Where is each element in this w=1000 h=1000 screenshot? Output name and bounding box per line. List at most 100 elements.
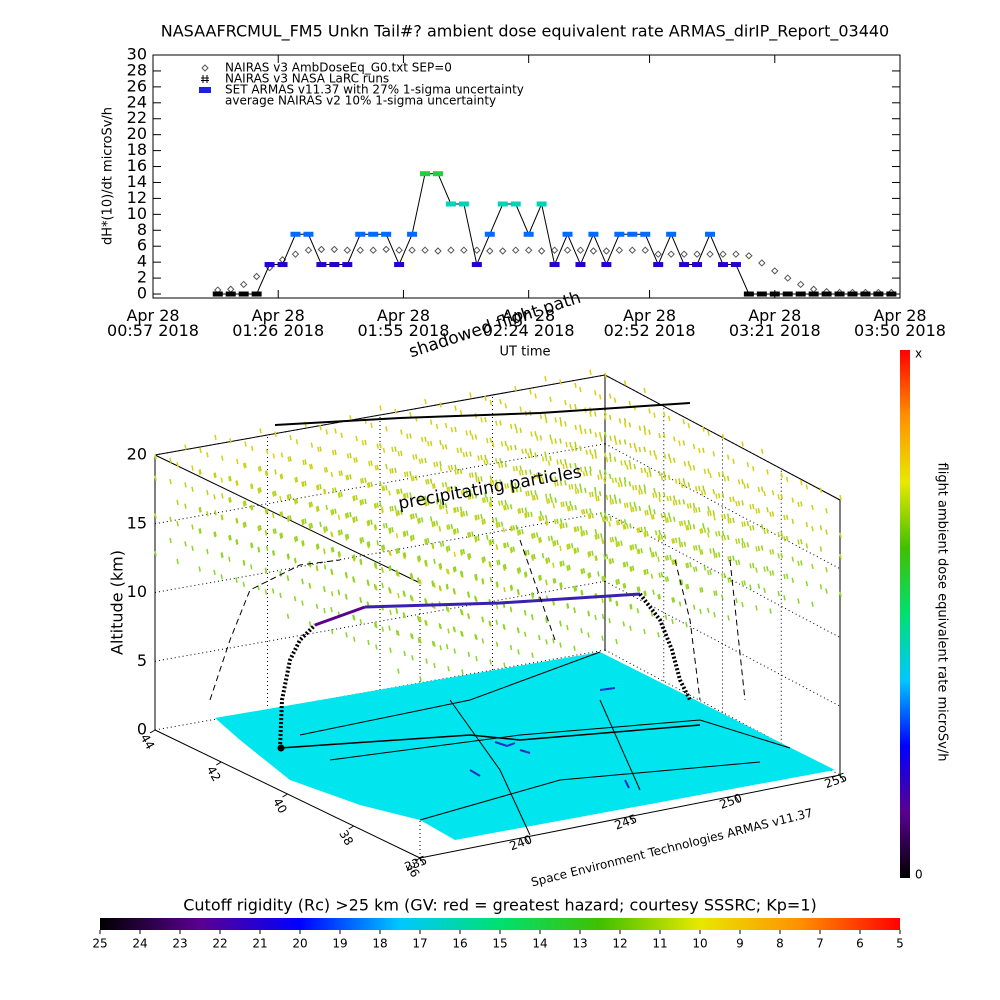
particle xyxy=(709,472,712,479)
particle xyxy=(366,579,370,585)
particle xyxy=(559,620,562,626)
particle xyxy=(271,512,275,519)
particle xyxy=(337,530,341,536)
particle xyxy=(213,473,216,479)
particle xyxy=(692,524,696,530)
particle xyxy=(515,524,518,531)
legend-symbol xyxy=(199,87,211,93)
particle xyxy=(376,464,379,471)
particle xyxy=(568,564,571,571)
particle xyxy=(653,487,656,494)
particle xyxy=(395,569,399,575)
particle xyxy=(615,638,618,645)
particle xyxy=(780,552,783,559)
armas-marker xyxy=(290,231,301,237)
particle xyxy=(530,452,533,458)
particle xyxy=(608,596,611,603)
particle xyxy=(737,479,741,485)
x-tick-label-line: 02:52 2018 xyxy=(604,321,696,340)
particle xyxy=(777,553,780,559)
particle xyxy=(687,519,691,526)
particle xyxy=(589,369,592,375)
particle xyxy=(633,501,636,508)
particle xyxy=(439,623,442,630)
nairas-marker xyxy=(550,246,559,254)
particle xyxy=(504,499,507,506)
particle xyxy=(220,477,223,483)
particle xyxy=(576,526,580,532)
particle xyxy=(370,481,373,488)
particle xyxy=(640,467,643,474)
particle xyxy=(559,438,562,444)
particle xyxy=(713,515,716,521)
particle xyxy=(274,490,277,496)
particle xyxy=(375,644,378,650)
lat-tick-label: 38 xyxy=(336,828,356,848)
particle xyxy=(495,479,498,485)
particle xyxy=(743,483,746,489)
particle xyxy=(539,515,542,521)
x-tick-label-line: 03:21 2018 xyxy=(729,321,821,340)
particle xyxy=(395,533,399,539)
particle xyxy=(629,523,632,529)
map-lines xyxy=(299,651,791,836)
particle xyxy=(530,490,533,496)
particle xyxy=(640,489,643,495)
particle xyxy=(746,483,750,489)
particle xyxy=(429,516,433,522)
particle xyxy=(483,556,486,562)
particle xyxy=(242,559,246,566)
particle xyxy=(438,623,441,629)
particle xyxy=(673,436,676,442)
particle xyxy=(721,433,725,440)
particle xyxy=(611,499,615,505)
particle xyxy=(338,551,341,557)
particle xyxy=(664,576,668,583)
particle xyxy=(671,559,674,566)
particle xyxy=(715,552,718,558)
particle xyxy=(634,506,638,512)
particle xyxy=(614,536,618,542)
particle xyxy=(611,477,615,484)
particle xyxy=(391,527,394,533)
particle xyxy=(370,460,373,466)
particle xyxy=(509,585,513,591)
particle xyxy=(678,478,681,484)
particle xyxy=(346,453,350,459)
particle xyxy=(605,516,609,522)
particle xyxy=(417,637,421,643)
particle xyxy=(559,379,562,385)
particle xyxy=(666,576,669,582)
particle xyxy=(683,541,687,547)
particle xyxy=(229,475,232,482)
particle xyxy=(425,500,428,506)
particle xyxy=(509,423,513,430)
particle xyxy=(467,532,470,538)
particle xyxy=(519,486,522,493)
particle xyxy=(741,441,744,447)
particle xyxy=(564,421,567,427)
particle xyxy=(471,493,474,499)
particle xyxy=(349,452,352,459)
particle xyxy=(589,449,592,455)
particle xyxy=(453,588,456,594)
particle xyxy=(620,519,623,525)
particle xyxy=(699,608,702,615)
particle xyxy=(707,570,710,576)
particle xyxy=(698,485,701,491)
particle xyxy=(502,564,506,570)
particle xyxy=(653,509,656,515)
particle xyxy=(471,434,474,440)
particle xyxy=(545,493,548,499)
particle xyxy=(376,540,379,546)
particle xyxy=(315,544,319,550)
particle xyxy=(654,492,658,498)
lon-tick xyxy=(839,774,845,782)
nairas-marker xyxy=(784,274,792,282)
particle xyxy=(480,454,483,461)
particle xyxy=(289,434,292,441)
particle xyxy=(623,519,627,525)
particle xyxy=(279,511,282,518)
particle xyxy=(525,550,528,556)
particle xyxy=(344,593,348,600)
